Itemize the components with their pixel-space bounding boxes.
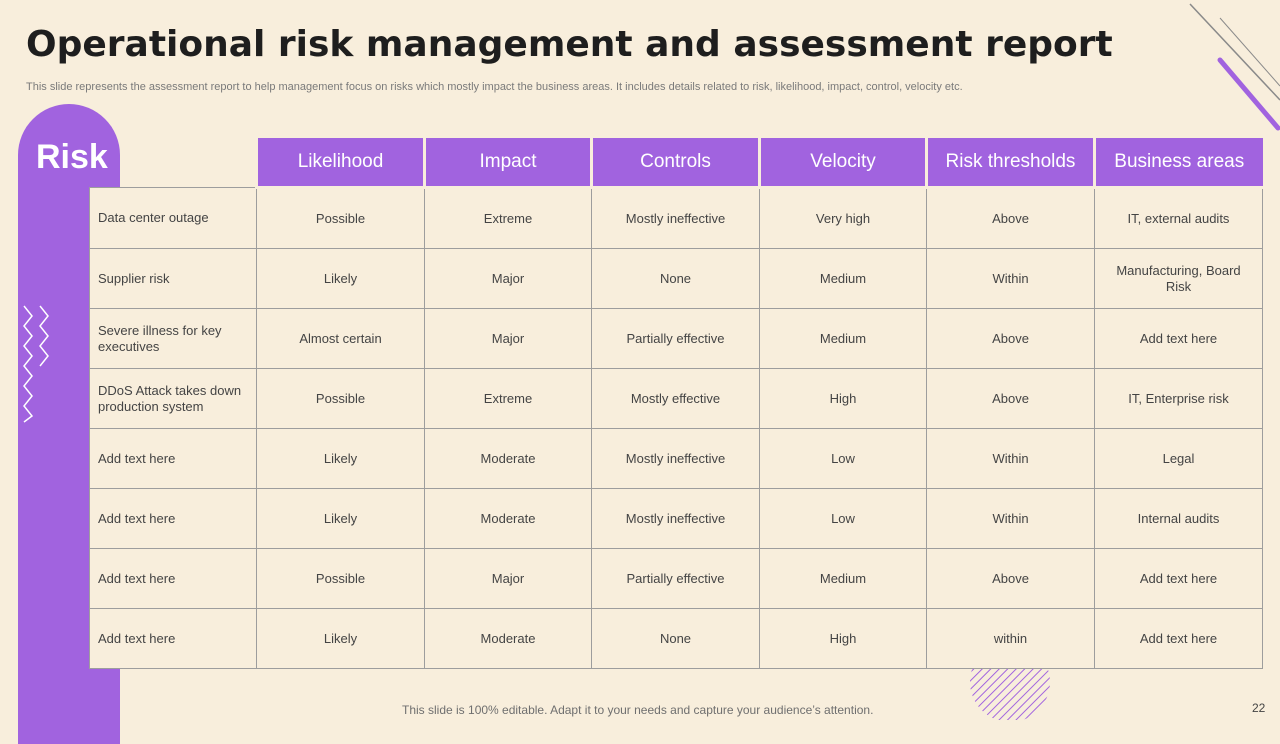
zigzag-decoration-icon (23, 305, 49, 423)
impact-cell: Major (424, 248, 592, 309)
risk-cell: Data center outage (89, 187, 257, 249)
controls-cell: Mostly ineffective (591, 428, 760, 489)
risk-threshold-cell: Within (926, 488, 1095, 549)
risk-cell: DDoS Attack takes down production system (89, 368, 257, 429)
risk-cell: Severe illness for key executives (89, 308, 257, 369)
impact-cell: Major (424, 308, 592, 369)
velocity-cell: High (759, 368, 927, 429)
risk-threshold-cell: Within (926, 428, 1095, 489)
controls-cell: Partially effective (591, 308, 760, 369)
impact-cell: Moderate (424, 488, 592, 549)
footer-note: This slide is 100% editable. Adapt it to… (402, 703, 874, 717)
table-corner-cell (90, 138, 257, 188)
header-risk-thresholds: Risk thresholds (925, 138, 1095, 189)
diagonal-lines-decoration-icon (1189, 3, 1280, 131)
page-number: 22 (1252, 701, 1266, 715)
likelihood-cell: Likely (256, 488, 425, 549)
risk-threshold-cell: within (926, 608, 1095, 669)
table-row: Supplier risk Likely Major None Medium W… (89, 248, 1263, 309)
impact-cell: Extreme (424, 368, 592, 429)
business-area-cell: IT, Enterprise risk (1094, 368, 1263, 429)
table-row: Add text here Likely Moderate Mostly ine… (89, 488, 1263, 549)
risk-cell: Add text here (89, 608, 257, 669)
table-row: Add text here Likely Moderate Mostly ine… (89, 428, 1263, 489)
business-area-cell: Internal audits (1094, 488, 1263, 549)
velocity-cell: Low (759, 488, 927, 549)
risk-cell: Supplier risk (89, 248, 257, 309)
table-row: Add text here Likely Moderate None High … (89, 608, 1263, 669)
risk-threshold-cell: Above (926, 308, 1095, 369)
controls-cell: Mostly ineffective (591, 488, 760, 549)
likelihood-cell: Possible (256, 368, 425, 429)
risk-cell: Add text here (89, 488, 257, 549)
table-header-row: Likelihood Impact Controls Velocity Risk… (90, 138, 1263, 189)
business-area-cell: Add text here (1094, 308, 1263, 369)
risk-threshold-cell: Above (926, 368, 1095, 429)
controls-cell: Mostly effective (591, 368, 760, 429)
risk-threshold-cell: Above (926, 187, 1095, 249)
header-velocity: Velocity (758, 138, 927, 189)
velocity-cell: Low (759, 428, 927, 489)
slide-description: This slide represents the assessment rep… (26, 81, 963, 93)
velocity-cell: Medium (759, 548, 927, 609)
header-likelihood: Likelihood (255, 138, 425, 189)
risk-threshold-cell: Above (926, 548, 1095, 609)
risk-label: Risk (36, 138, 108, 176)
risk-cell: Add text here (89, 428, 257, 489)
business-area-cell: IT, external audits (1094, 187, 1263, 249)
table-row: Severe illness for key executives Almost… (89, 308, 1263, 369)
controls-cell: None (591, 248, 760, 309)
business-area-cell: Add text here (1094, 548, 1263, 609)
risk-threshold-cell: Within (926, 248, 1095, 309)
likelihood-cell: Likely (256, 248, 425, 309)
controls-cell: None (591, 608, 760, 669)
header-business-areas: Business areas (1093, 138, 1263, 189)
velocity-cell: High (759, 608, 927, 669)
business-area-cell: Legal (1094, 428, 1263, 489)
likelihood-cell: Likely (256, 608, 425, 669)
controls-cell: Partially effective (591, 548, 760, 609)
impact-cell: Extreme (424, 187, 592, 249)
likelihood-cell: Likely (256, 428, 425, 489)
table-row: Data center outage Possible Extreme Most… (89, 187, 1263, 249)
business-area-cell: Manufacturing, Board Risk (1094, 248, 1263, 309)
likelihood-cell: Possible (256, 548, 425, 609)
likelihood-cell: Possible (256, 187, 425, 249)
header-impact: Impact (423, 138, 592, 189)
page-title: Operational risk management and assessme… (26, 24, 1113, 65)
likelihood-cell: Almost certain (256, 308, 425, 369)
velocity-cell: Medium (759, 248, 927, 309)
impact-cell: Moderate (424, 428, 592, 489)
table-row: DDoS Attack takes down production system… (89, 368, 1263, 429)
velocity-cell: Medium (759, 308, 927, 369)
impact-cell: Moderate (424, 608, 592, 669)
velocity-cell: Very high (759, 187, 927, 249)
business-area-cell: Add text here (1094, 608, 1263, 669)
table-row: Add text here Possible Major Partially e… (89, 548, 1263, 609)
controls-cell: Mostly ineffective (591, 187, 760, 249)
impact-cell: Major (424, 548, 592, 609)
risk-assessment-table: Likelihood Impact Controls Velocity Risk… (89, 138, 1263, 669)
header-controls: Controls (590, 138, 760, 189)
risk-cell: Add text here (89, 548, 257, 609)
